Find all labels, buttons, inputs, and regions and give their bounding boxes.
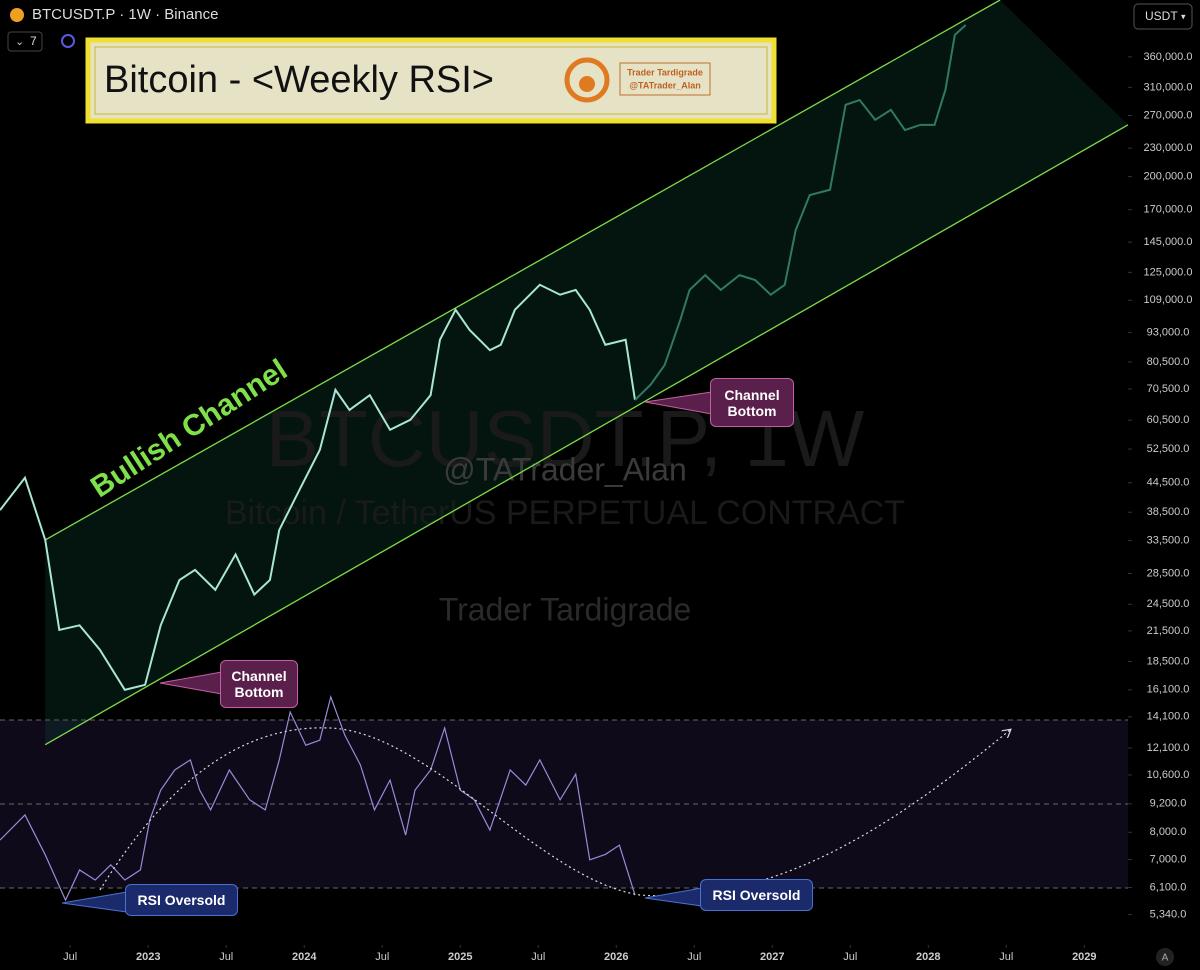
chart-title: Bitcoin - <Weekly RSI>	[104, 59, 494, 101]
y-tick-label: 44,500.0	[1147, 477, 1190, 489]
x-tick-label: Jul	[999, 951, 1013, 963]
title-box-inner	[94, 46, 768, 115]
x-tick-label: Jul	[531, 951, 545, 963]
y-tick-label: 28,500.0	[1147, 567, 1190, 579]
rsi-line	[0, 694, 636, 902]
y-tick-label: 52,500.0	[1147, 443, 1190, 455]
y-tick-label: 145,000.0	[1144, 236, 1193, 248]
scale-mode-label[interactable]: A	[1162, 953, 1169, 964]
chevron: ▾	[1181, 11, 1186, 21]
callout-pointer	[61, 891, 128, 913]
refresh-icon[interactable]	[61, 34, 75, 48]
annotation-label: Channel Bottom	[220, 660, 298, 708]
y-tick-label: 125,000.0	[1144, 266, 1193, 278]
x-tick-label: 2025	[448, 951, 472, 963]
watermark: BTCUSDT.P, 1W @TATrader_Alan Bitcoin / T…	[225, 394, 905, 627]
scale-mode-button[interactable]	[1156, 948, 1174, 966]
watermark-handle: @TATrader_Alan	[443, 451, 687, 487]
x-tick-label: 2028	[916, 951, 940, 963]
x-tick-label: Jul	[843, 951, 857, 963]
y-tick-label: 93,000.0	[1147, 326, 1190, 338]
x-tick-label: 2023	[136, 951, 160, 963]
y-tick-label: 12,100.0	[1147, 742, 1190, 754]
annotation-label: RSI Oversold	[125, 884, 238, 916]
indicator-count[interactable]: 7	[30, 34, 37, 48]
y-tick-label: 18,500.0	[1147, 655, 1190, 667]
brand-logo	[564, 57, 610, 103]
y-tick-label: 80,500.0	[1147, 356, 1190, 368]
x-tick-label: Jul	[219, 951, 233, 963]
y-tick-label: 230,000.0	[1144, 142, 1193, 154]
brand-name: Trader Tardigrade	[627, 67, 703, 77]
callout-pointer	[644, 887, 703, 907]
x-tick-label: Jul	[687, 951, 701, 963]
x-tick-label: Jul	[63, 951, 77, 963]
price-axis	[1128, 0, 1200, 970]
y-tick-label: 270,000.0	[1144, 109, 1193, 121]
brand-logo	[579, 76, 595, 92]
y-tick-label: 109,000.0	[1144, 294, 1193, 306]
currency-button[interactable]	[1133, 3, 1193, 30]
annotation-label: RSI Oversold	[700, 879, 813, 911]
x-tick-label: 2026	[604, 951, 628, 963]
y-tick-label: 38,500.0	[1147, 506, 1190, 518]
y-tick-label: 7,000.0	[1150, 853, 1187, 865]
brand-box	[619, 62, 711, 96]
currency-label[interactable]: USDT	[1145, 9, 1178, 23]
channel-line	[44, 0, 1001, 541]
y-tick-label: 24,500.0	[1147, 598, 1190, 610]
y-tick-label: 200,000.0	[1144, 171, 1193, 183]
watermark-author: Trader Tardigrade	[439, 591, 692, 627]
watermark-description: Bitcoin / TetherUS PERPETUAL CONTRACT	[225, 494, 905, 532]
y-tick-label: 8,000.0	[1150, 826, 1187, 838]
y-tick-label: 33,500.0	[1147, 534, 1190, 546]
y-tick-label: 21,500.0	[1147, 625, 1190, 637]
y-tick-label: 5,340.0	[1150, 909, 1187, 921]
price-line	[0, 283, 636, 691]
brand-handle: @TATrader_Alan	[629, 80, 700, 90]
y-tick-label: 60,500.0	[1147, 414, 1190, 426]
cycle-arc	[99, 727, 1010, 897]
indicator-toggle[interactable]	[7, 31, 43, 52]
x-tick-label: Jul	[375, 951, 389, 963]
time-axis	[0, 945, 1200, 970]
chevron: ⌄	[15, 36, 24, 48]
channel-fill	[45, 0, 1128, 745]
y-tick-label: 10,600.0	[1147, 769, 1190, 781]
callout-pointer	[159, 671, 223, 695]
title-box	[85, 37, 777, 124]
price-line	[634, 24, 967, 401]
y-tick-label: 170,000.0	[1144, 204, 1193, 216]
y-tick-label: 16,100.0	[1147, 684, 1190, 696]
annotation-label: Channel Bottom	[710, 378, 794, 427]
y-tick-label: 14,100.0	[1147, 711, 1190, 723]
y-tick-label: 310,000.0	[1144, 81, 1193, 93]
y-tick-label: 9,200.0	[1150, 798, 1187, 810]
symbol-icon	[10, 8, 24, 22]
y-tick-label: 70,500.0	[1147, 383, 1190, 395]
x-tick-label: 2029	[1072, 951, 1096, 963]
y-tick-label: 6,100.0	[1150, 881, 1187, 893]
x-tick-label: 2027	[760, 951, 784, 963]
y-tick-label: 360,000.0	[1144, 51, 1193, 63]
channel-line	[44, 124, 1129, 746]
symbol-label: BTCUSDT.P · 1W · Binance	[32, 6, 218, 23]
x-tick-label: 2024	[292, 951, 317, 963]
